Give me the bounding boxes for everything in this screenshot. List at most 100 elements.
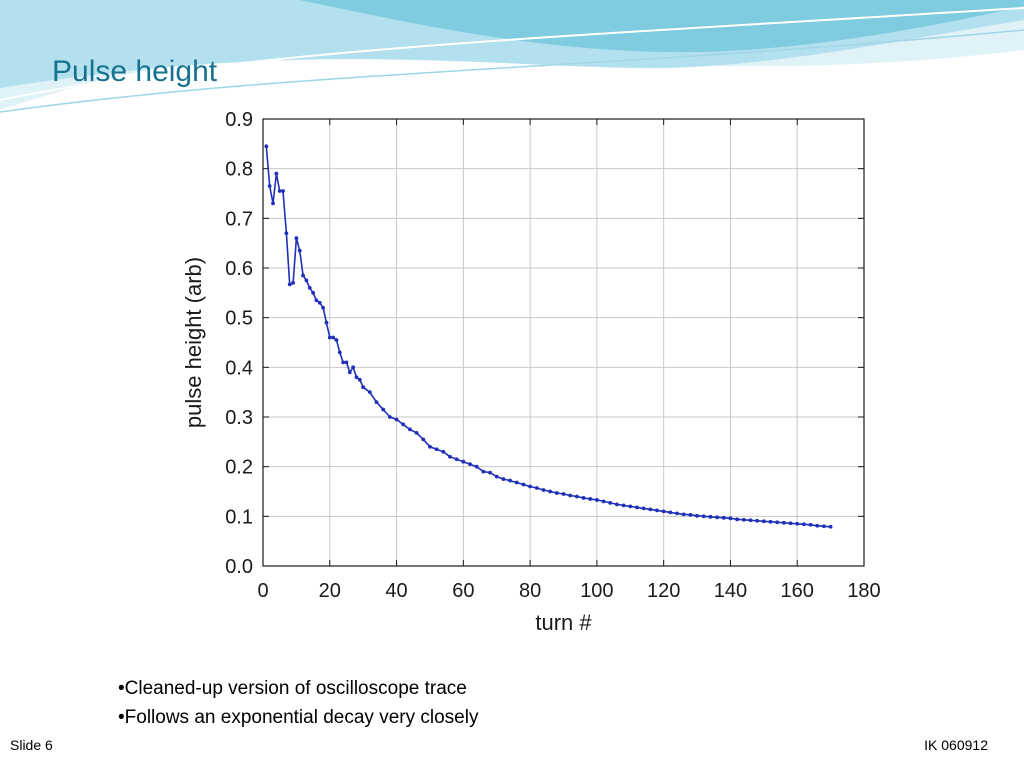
data-point [461, 459, 466, 464]
data-point [408, 427, 412, 432]
data-point [815, 523, 820, 528]
data-point [281, 189, 285, 193]
series-line [265, 146, 831, 528]
data-point [311, 290, 315, 295]
data-point [501, 477, 506, 481]
wave-line-1 [0, 7, 1024, 101]
data-point [474, 464, 479, 469]
data-point [341, 360, 346, 365]
data-point [354, 375, 359, 380]
data-point [434, 447, 439, 452]
x-tick-label: 0 [257, 580, 268, 602]
data-point [514, 480, 519, 485]
data-point [594, 498, 599, 502]
x-tick-label: 100 [580, 580, 613, 602]
data-point [414, 430, 419, 435]
data-point [401, 422, 406, 427]
x-tick-label: 180 [847, 580, 880, 602]
x-tick-label: 160 [781, 580, 814, 602]
data-point [802, 522, 806, 527]
data-point [304, 278, 309, 283]
data-point [334, 338, 339, 342]
data-point [528, 484, 533, 489]
data-point [271, 201, 275, 206]
data-point [828, 524, 833, 529]
bullet-item: Cleaned-up version of oscilloscope trace [118, 674, 478, 703]
data-point [294, 236, 299, 241]
data-point [735, 517, 740, 522]
y-tick-label: 0.9 [225, 109, 253, 131]
data-point [721, 515, 726, 520]
footer-id: IK 060912 [924, 737, 988, 753]
data-point [775, 520, 780, 525]
data-point [701, 514, 706, 519]
data-point [361, 385, 366, 390]
wave-line-2 [0, 29, 1024, 113]
slide-header-wave [0, 0, 1024, 113]
x-axis-title: turn # [535, 610, 592, 635]
x-tick-label: 80 [519, 580, 541, 602]
data-point [548, 489, 553, 494]
y-tick-label: 0.3 [225, 407, 253, 429]
data-point [421, 437, 426, 442]
bullet-item: Follows an exponential decay very closel… [118, 703, 479, 732]
data-point [454, 457, 459, 462]
data-point [608, 501, 613, 505]
data-point [688, 512, 693, 517]
y-tick-label: 0.4 [225, 357, 253, 379]
data-point [488, 470, 492, 475]
data-point [668, 510, 673, 515]
data-point [635, 505, 639, 510]
data-point [297, 248, 302, 253]
data-point [641, 506, 646, 511]
data-point [394, 417, 399, 422]
data-point [574, 494, 579, 499]
data-point [615, 502, 619, 507]
y-tick-label: 0.8 [225, 159, 253, 181]
data-point [324, 320, 329, 325]
data-point [648, 507, 653, 512]
data-point [554, 491, 559, 495]
data-point [331, 335, 336, 340]
y-tick-label: 0.2 [225, 457, 253, 479]
data-point [314, 298, 319, 303]
data-point [655, 508, 659, 513]
data-point [494, 474, 499, 479]
data-point [695, 513, 699, 518]
data-point [337, 350, 342, 355]
x-tick-label: 140 [714, 580, 747, 602]
data-point [441, 449, 446, 454]
data-point [428, 444, 432, 449]
data-point [347, 370, 352, 375]
wave-dark [300, 0, 1024, 53]
data-point [264, 144, 269, 149]
data-point [534, 486, 539, 490]
data-point [277, 189, 282, 193]
data-point [287, 282, 292, 287]
x-tick-label: 120 [647, 580, 680, 602]
y-tick-label: 0.7 [225, 208, 253, 230]
chart-panel: 0 20 40 60 80 100 120 140 160 180 0.0 0.1 0.2 0.3 0.4 0… [157, 104, 883, 640]
data-point [681, 512, 686, 517]
data-point [374, 400, 379, 404]
y-tick-label: 0.6 [225, 258, 253, 280]
data-point [508, 478, 512, 483]
data-point [661, 509, 666, 514]
slide-number: Slide 6 [10, 737, 53, 753]
data-point [768, 519, 773, 524]
y-tick-label: 0.5 [225, 308, 253, 330]
y-axis-title: pulse height (arb) [181, 257, 206, 428]
data-point [317, 300, 322, 305]
data-point [448, 454, 452, 459]
x-tick-label: 20 [319, 580, 341, 602]
data-point [387, 415, 392, 419]
data-point [291, 281, 295, 285]
data-point [708, 514, 713, 519]
data-point [481, 469, 486, 474]
data-point [822, 524, 826, 529]
data-point [541, 488, 546, 492]
data-point [284, 231, 289, 236]
pulse-height-chart: 0 20 40 60 80 100 120 140 160 180 0.0 0.1 0.2 0.3 0.4 0… [181, 109, 881, 635]
data-point [788, 521, 793, 526]
x-tick-label: 40 [385, 580, 407, 602]
